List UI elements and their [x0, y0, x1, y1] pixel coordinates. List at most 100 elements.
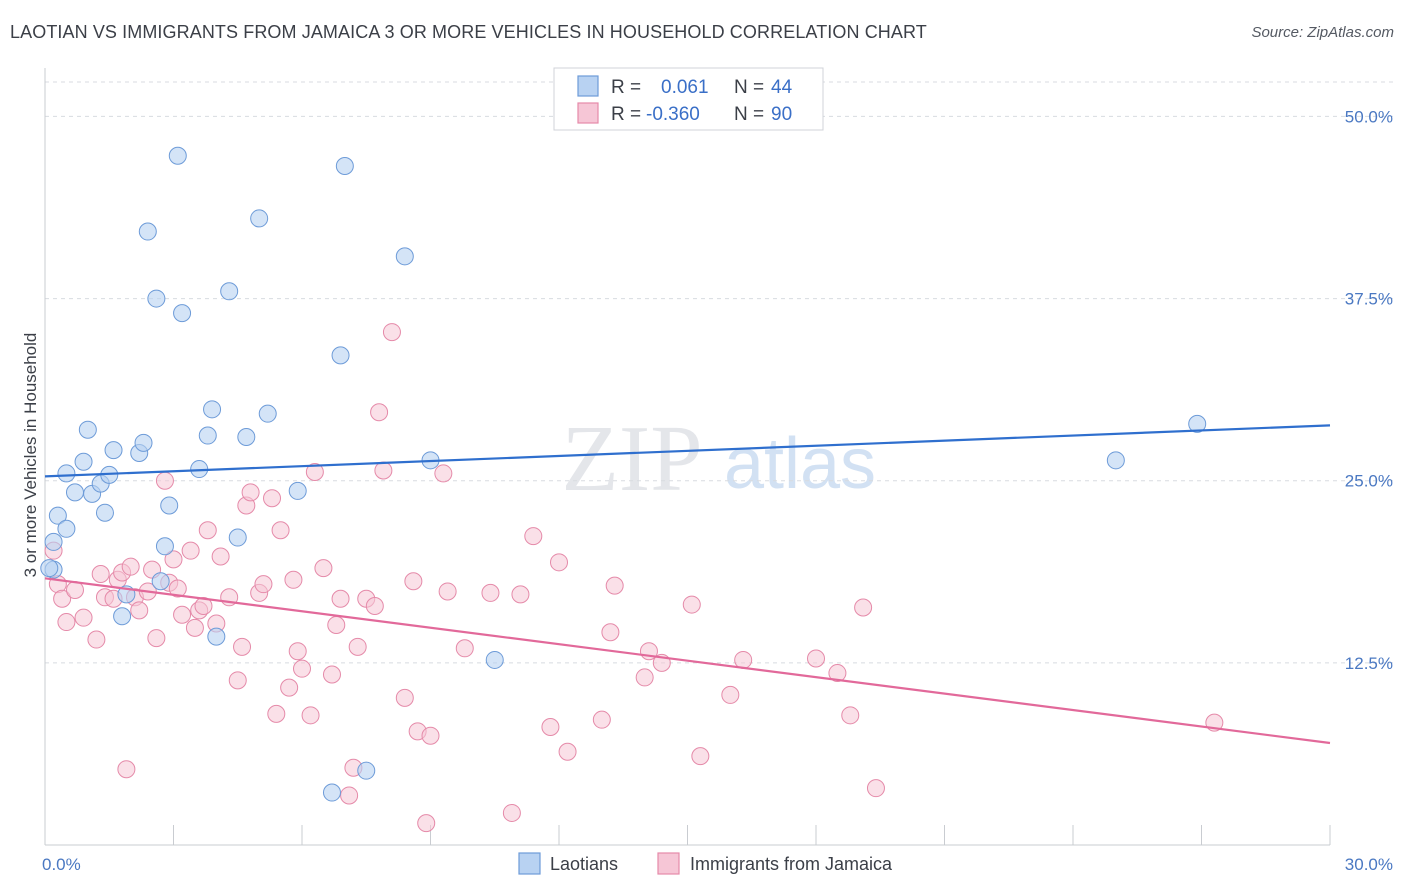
jamaica-point-48 [322, 665, 341, 684]
bottom-legend-swatch-laotians [518, 852, 541, 875]
laotian-point-26 [203, 400, 222, 419]
laotian-point-13 [113, 607, 132, 626]
laotian-point-23 [173, 304, 192, 323]
jamaica-point-74 [592, 710, 611, 729]
jamaica-point-7 [91, 564, 110, 583]
jamaica-point-37 [254, 575, 273, 594]
laotian-point-5 [65, 483, 84, 502]
laotian-point-38 [395, 247, 414, 266]
jamaica-point-45 [301, 706, 320, 725]
jamaica-point-86 [841, 706, 860, 725]
laotian-point-21 [160, 496, 179, 515]
jamaica-point-33 [233, 637, 252, 656]
laotian-point-27 [207, 627, 226, 646]
y-tick-label-1: 25.0% [1345, 472, 1393, 491]
laotian-point-6 [74, 452, 93, 471]
laotian-point-20 [155, 537, 174, 556]
bottom-legend-label-jamaica: Immigrants from Jamaica [690, 854, 893, 874]
y-tick-label-2: 37.5% [1345, 290, 1393, 309]
legend-n-value-1: 44 [771, 77, 793, 98]
laotian-point-0 [44, 532, 63, 551]
legend-n-label-1: N = [734, 77, 764, 98]
jamaica-point-24 [181, 541, 200, 560]
jamaica-point-18 [147, 629, 166, 648]
jamaica-point-40 [271, 521, 290, 540]
laotian-point-29 [228, 528, 247, 547]
trend-lines [44, 424, 1331, 745]
legend-bottom: Laotians Immigrants from Jamaica [518, 852, 893, 875]
laotian-point-40 [485, 650, 504, 669]
bottom-legend-swatch-jamaica [657, 852, 680, 875]
jamaica-point-63 [421, 726, 440, 745]
jamaica-point-42 [284, 570, 303, 589]
jamaica-point-25 [185, 618, 204, 637]
y-tick-labels: 12.5% 25.0% 37.5% 50.0% [1345, 107, 1393, 672]
y-tick-label-0: 12.5% [1345, 654, 1393, 673]
x-tick-labels: 0.0% 30.0% [42, 855, 1393, 874]
jamaica-point-38 [263, 489, 282, 508]
jamaica-point-53 [348, 637, 367, 656]
jamaica-point-22 [168, 579, 187, 598]
jamaica-point-82 [721, 685, 740, 704]
laotian-point-19 [151, 572, 170, 591]
laotian-point-42 [1188, 414, 1207, 433]
jamaica-point-71 [541, 717, 560, 736]
jamaica-point-65 [438, 582, 457, 601]
jamaica-point-39 [267, 704, 286, 723]
jamaica-point-64 [434, 464, 453, 483]
laotian-point-41 [1106, 451, 1125, 470]
jamaica-point-12 [117, 760, 136, 779]
legend-swatch-jamaica [577, 102, 599, 124]
laotian-point-18 [147, 289, 166, 308]
laotian-point-32 [258, 404, 277, 423]
jamaica-point-80 [682, 595, 701, 614]
legend-top: R = 0.061 N = 44 R = -0.360 N = 90 [553, 67, 824, 131]
jamaica-point-84 [807, 649, 825, 668]
laotian-point-43 [40, 559, 59, 578]
legend-r-label-2: R = [611, 104, 641, 125]
watermark-atlas: atlas [724, 424, 876, 504]
laotian-point-35 [331, 346, 350, 365]
laotian-point-33 [288, 481, 307, 500]
jamaica-point-15 [130, 601, 149, 620]
jamaica-point-32 [228, 671, 247, 690]
bottom-legend-label-laotians: Laotians [550, 854, 618, 874]
jamaica-point-68 [502, 803, 521, 822]
laotian-point-30 [237, 428, 256, 446]
jamaica-point-66 [455, 639, 474, 658]
jamaica-point-28 [198, 521, 217, 540]
jamaica-trend-line [44, 577, 1331, 745]
jamaica-point-55 [365, 597, 384, 616]
jamaica-point-19 [155, 471, 174, 490]
laotian-point-22 [168, 146, 187, 165]
laotian-point-31 [250, 209, 269, 228]
jamaica-point-76 [605, 576, 624, 595]
jamaica-point-47 [314, 559, 333, 578]
watermark-zip: ZIP [562, 407, 703, 511]
laotian-point-37 [357, 761, 376, 780]
jamaica-point-13 [121, 557, 140, 576]
jamaica-point-77 [635, 668, 654, 687]
jamaica-point-23 [173, 605, 192, 624]
y-tick-label-3: 50.0% [1345, 107, 1393, 126]
jamaica-point-2 [53, 589, 72, 608]
y-axis-label: 3 or more Vehicles in Household [21, 333, 40, 578]
laotian-point-34 [322, 783, 341, 802]
axes [44, 68, 1331, 846]
jamaica-point-81 [691, 747, 710, 766]
jamaica-point-5 [74, 608, 93, 627]
legend-r-value-2: -0.360 [646, 104, 700, 125]
jamaica-point-75 [601, 623, 620, 642]
legend-n-value-2: 90 [771, 104, 792, 125]
x-tick-label-1: 30.0% [1345, 855, 1393, 874]
jamaica-point-60 [404, 572, 423, 591]
jamaica-point-58 [382, 323, 401, 342]
laotian-point-7 [78, 420, 97, 439]
watermark: ZIP atlas [562, 407, 877, 511]
jamaica-point-35 [241, 483, 260, 502]
laotian-point-28 [220, 282, 239, 301]
jamaica-point-46 [305, 462, 324, 481]
jamaica-point-50 [331, 589, 350, 608]
laotian-point-25 [198, 426, 217, 445]
